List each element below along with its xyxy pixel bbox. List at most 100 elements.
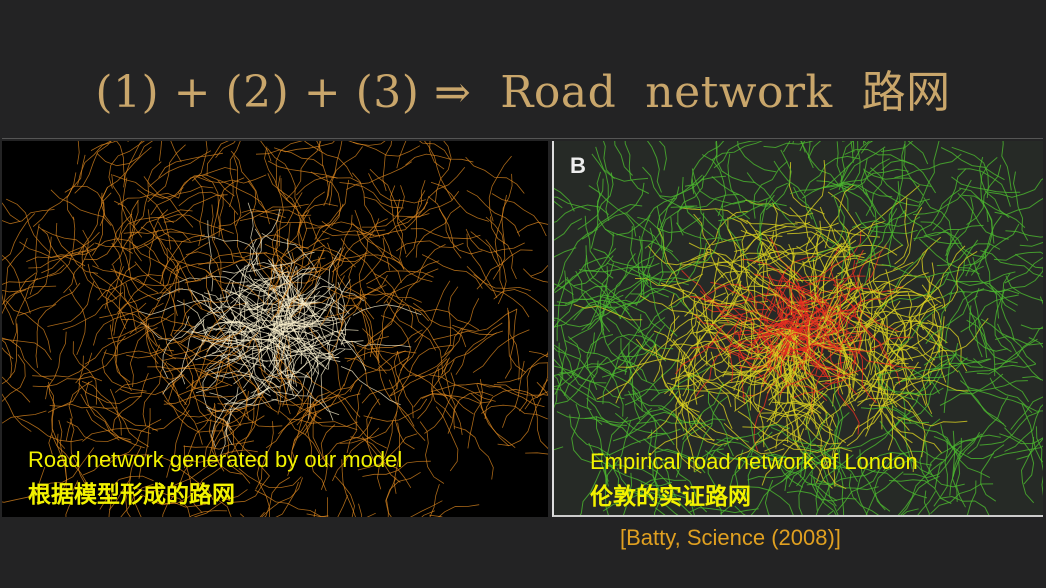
road-segment — [873, 459, 910, 511]
road-segment — [815, 229, 850, 288]
road-segment — [756, 194, 775, 262]
road-segment — [639, 295, 708, 318]
road-segment — [927, 433, 983, 475]
road-segment — [147, 209, 169, 277]
road-segment — [792, 356, 843, 399]
road-segment — [2, 354, 26, 402]
road-segment — [554, 359, 615, 377]
road-segment — [895, 236, 942, 293]
citation: [Batty, Science (2008)] — [620, 525, 841, 550]
road-segment — [710, 351, 753, 404]
road-segment — [267, 160, 338, 179]
road-segment — [49, 355, 84, 407]
road-segment — [183, 299, 229, 341]
road-segment — [112, 177, 128, 248]
road-segment — [831, 158, 890, 198]
road-segment — [916, 303, 938, 361]
road-segment — [764, 302, 773, 372]
road-segment — [782, 141, 791, 153]
road-segment — [129, 327, 158, 388]
road-segment — [965, 363, 1036, 373]
road-segment — [314, 179, 350, 240]
road-segment — [109, 389, 149, 447]
road-segment — [2, 213, 36, 261]
road-segment — [871, 322, 940, 333]
road-segment — [266, 252, 296, 315]
road-segment — [899, 143, 906, 215]
road-segment — [275, 337, 287, 407]
road-segment — [895, 362, 963, 384]
road-segment — [799, 295, 843, 351]
road-segment — [707, 283, 757, 316]
road-segment — [100, 192, 133, 254]
road-segment — [184, 258, 253, 284]
road-segment — [768, 285, 805, 346]
road-segment — [951, 146, 989, 199]
road-segment — [156, 288, 221, 310]
road-segment — [658, 216, 673, 286]
road-segment — [719, 298, 789, 318]
road-segment — [968, 305, 1008, 352]
road-segment — [163, 194, 228, 223]
road-segment — [455, 322, 503, 375]
road-segment — [979, 411, 1040, 446]
road-segment — [319, 416, 373, 461]
road-segment — [233, 210, 257, 277]
road-segment — [430, 382, 502, 393]
road-segment — [344, 356, 410, 371]
road-segment — [419, 421, 445, 484]
road-segment — [396, 240, 464, 252]
road-segment — [1028, 337, 1043, 349]
road-segment — [421, 254, 483, 289]
road-segment — [573, 299, 637, 321]
road-segment — [596, 171, 615, 237]
road-segment — [291, 323, 346, 359]
road-segment — [766, 262, 828, 282]
road-segment — [377, 290, 396, 360]
road-segment — [2, 338, 52, 361]
road-segment — [593, 248, 660, 269]
road-segment — [321, 220, 390, 237]
road-segment — [239, 300, 252, 369]
road-segment — [170, 141, 182, 163]
road-segment — [1004, 256, 1043, 284]
road-segment — [226, 392, 263, 446]
road-segment — [388, 379, 426, 441]
road-segment — [161, 391, 223, 418]
road-segment — [711, 176, 775, 207]
road-segment — [832, 284, 904, 294]
road-segment — [267, 332, 310, 378]
road-segment — [254, 259, 282, 319]
road-segment — [2, 347, 14, 360]
road-segment — [267, 147, 302, 209]
left-caption-zh: 根据模型形成的路网 — [28, 481, 235, 507]
road-segment — [523, 268, 548, 283]
road-segment — [800, 451, 837, 507]
road-segment — [201, 293, 251, 344]
road-segment — [26, 248, 96, 262]
road-segment — [711, 141, 763, 161]
road-segment — [269, 290, 321, 341]
road-segment — [648, 245, 711, 266]
road-segment — [994, 326, 1043, 365]
road-segment — [840, 290, 900, 333]
generated-road-network-image: Road network generated by our model 根据模型… — [2, 141, 548, 517]
road-segment — [145, 302, 164, 365]
road-segment — [405, 190, 426, 258]
road-segment — [857, 224, 878, 293]
road-segment — [554, 336, 582, 388]
road-segment — [886, 380, 894, 451]
road-segment — [745, 386, 755, 457]
road-segment — [860, 157, 886, 222]
road-segment — [507, 307, 527, 373]
slide-title: (1) + (2) + (3) ⇒ Road network 路网 — [95, 67, 951, 118]
road-segment — [554, 247, 577, 258]
road-segment — [856, 357, 907, 407]
road-segment — [160, 285, 173, 355]
road-segment — [769, 237, 818, 288]
road-segment — [805, 384, 852, 431]
road-segment — [870, 310, 887, 376]
road-segment — [275, 481, 299, 517]
road-segment — [209, 392, 279, 406]
road-segment — [77, 382, 142, 404]
